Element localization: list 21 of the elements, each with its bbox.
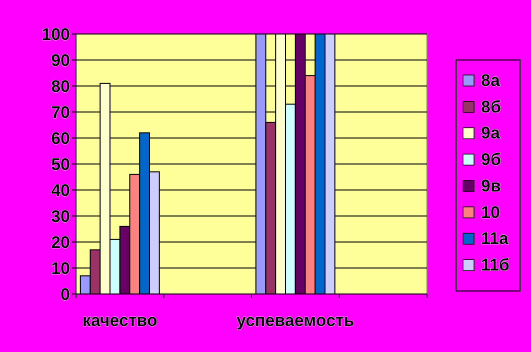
y-tick-label: 80 (51, 76, 70, 96)
legend-label: 8б (481, 97, 501, 116)
x-tick-label: качество (82, 311, 158, 330)
x-tick-label: успеваемость (236, 311, 354, 330)
y-tick-label: 60 (51, 128, 70, 148)
y-tick-label: 30 (51, 206, 70, 226)
legend-label: 10 (481, 202, 500, 222)
legend-label: 9б (481, 150, 501, 170)
y-tick-label: 100 (42, 24, 70, 44)
y-tick-label: 40 (51, 180, 70, 200)
y-tick-label: 20 (51, 232, 70, 252)
y-tick-label: 90 (51, 50, 70, 70)
legend-label: 8а (481, 70, 500, 90)
legend-label: 9в (481, 176, 501, 196)
legend-label: 11б (481, 256, 510, 275)
y-tick-label: 0 (60, 284, 70, 304)
y-tick-label: 70 (51, 102, 70, 122)
y-tick-label: 50 (51, 154, 70, 174)
legend-label: 9а (481, 124, 500, 143)
legend-label: 11а (481, 229, 509, 248)
y-tick-label: 10 (51, 258, 70, 278)
